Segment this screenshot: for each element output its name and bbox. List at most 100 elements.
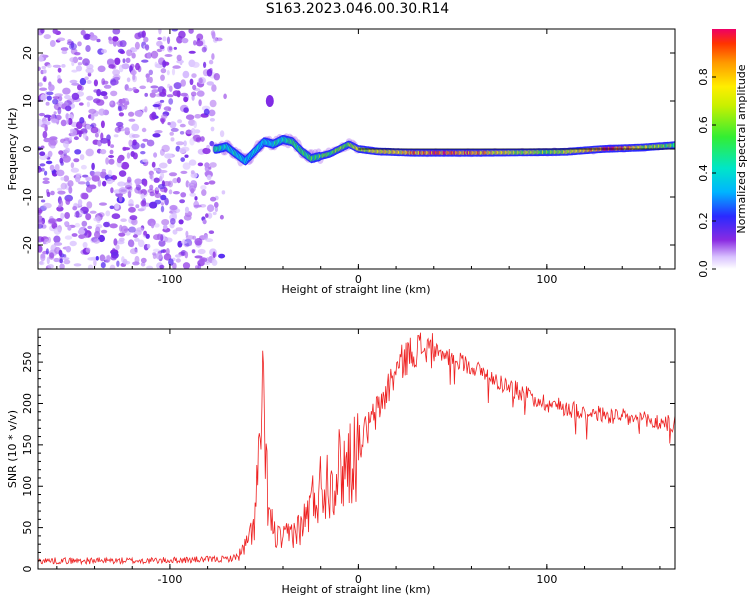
noise-speck bbox=[168, 98, 174, 105]
noise-speck bbox=[127, 190, 132, 199]
noise-speck bbox=[194, 196, 198, 201]
noise-speck bbox=[189, 137, 195, 146]
noise-speck bbox=[208, 109, 216, 117]
noise-speck bbox=[100, 91, 108, 97]
noise-speck bbox=[67, 180, 74, 187]
noise-speck bbox=[52, 119, 59, 123]
noise-speck bbox=[211, 53, 215, 60]
noise-speck bbox=[179, 147, 187, 154]
noise-speck bbox=[86, 201, 93, 209]
noise-speck bbox=[176, 54, 182, 61]
noise-speck bbox=[53, 235, 61, 244]
noise-speck bbox=[208, 180, 216, 185]
noise-speck bbox=[93, 171, 103, 177]
noise-speck bbox=[203, 108, 210, 116]
noise-speck bbox=[85, 67, 94, 74]
noise-speck bbox=[135, 62, 140, 71]
noise-speck bbox=[179, 131, 185, 135]
noise-speck bbox=[69, 79, 78, 84]
noise-speck bbox=[63, 140, 69, 148]
noise-speck bbox=[99, 202, 107, 206]
noise-speck bbox=[73, 263, 82, 267]
noise-speck bbox=[85, 176, 92, 182]
noise-speck bbox=[75, 175, 81, 183]
noise-speck bbox=[58, 204, 62, 209]
noise-speck bbox=[117, 125, 124, 129]
x-tick-label: 0 bbox=[355, 273, 362, 286]
noise-speck bbox=[71, 233, 78, 237]
noise-speck bbox=[43, 114, 52, 118]
noise-speck bbox=[116, 101, 123, 105]
noise-speck bbox=[185, 230, 189, 237]
noise-speck bbox=[101, 229, 108, 234]
noise-speck bbox=[122, 147, 131, 151]
noise-speck bbox=[102, 80, 109, 85]
noise-speck bbox=[146, 52, 152, 59]
noise-speck bbox=[160, 202, 164, 206]
noise-speck bbox=[96, 215, 101, 224]
noise-speck bbox=[192, 235, 196, 240]
noise-speck bbox=[45, 248, 49, 255]
noise-speck bbox=[121, 161, 130, 170]
noise-speck bbox=[118, 237, 125, 242]
noise-speck bbox=[85, 247, 91, 253]
noise-speck bbox=[212, 251, 216, 258]
noise-speck bbox=[137, 239, 145, 248]
noise-speck bbox=[89, 210, 97, 214]
y-tick-label: 200 bbox=[21, 393, 34, 414]
noise-speck bbox=[43, 34, 51, 40]
noise-speck bbox=[48, 218, 56, 224]
noise-speck bbox=[62, 155, 71, 163]
noise-speck bbox=[148, 69, 153, 76]
noise-speck bbox=[137, 208, 145, 212]
noise-speck bbox=[64, 212, 70, 219]
noise-speck bbox=[159, 162, 168, 169]
noise-speck bbox=[107, 169, 113, 177]
noise-speck bbox=[183, 96, 189, 103]
noise-speck bbox=[80, 164, 87, 170]
x-tick-label: 100 bbox=[536, 573, 557, 586]
noise-speck bbox=[165, 248, 170, 256]
noise-speck bbox=[118, 105, 122, 112]
noise-speck bbox=[152, 253, 157, 260]
noise-speck bbox=[178, 219, 184, 225]
spectrogram-ylabel: Frequency (Hz) bbox=[6, 108, 19, 191]
noise-speck bbox=[154, 223, 160, 228]
noise-speck bbox=[108, 158, 115, 165]
noise-speck bbox=[49, 40, 56, 47]
noise-speck bbox=[214, 201, 219, 208]
noise-speck bbox=[53, 111, 57, 115]
noise-speck bbox=[43, 202, 52, 209]
noise-speck bbox=[80, 29, 86, 36]
noise-speck bbox=[181, 37, 189, 44]
noise-speck bbox=[149, 141, 153, 147]
noise-speck bbox=[110, 255, 117, 261]
ridge-point bbox=[672, 142, 675, 148]
noise-speck bbox=[113, 238, 118, 246]
noise-speck bbox=[96, 38, 101, 43]
noise-speck bbox=[204, 182, 210, 185]
noise-speck bbox=[151, 111, 157, 120]
noise-speck bbox=[146, 76, 150, 83]
noise-speck bbox=[172, 90, 180, 97]
noise-speck bbox=[208, 166, 212, 170]
noise-speck bbox=[150, 85, 159, 89]
noise-speck bbox=[221, 190, 226, 195]
colorbar-tick-label: 0.2 bbox=[697, 212, 710, 230]
colorbar-tick-label: 0.8 bbox=[697, 68, 710, 86]
noise-speck bbox=[153, 167, 158, 171]
noise-speck bbox=[91, 175, 100, 182]
noise-speck bbox=[176, 35, 183, 44]
noise-speck bbox=[172, 229, 178, 235]
noise-speck bbox=[132, 48, 138, 52]
noise-speck bbox=[149, 201, 158, 209]
noise-speck bbox=[134, 237, 140, 242]
noise-speck bbox=[200, 136, 205, 142]
noise-speck bbox=[175, 141, 184, 146]
noise-speck bbox=[73, 158, 80, 163]
noise-speck bbox=[132, 87, 137, 91]
noise-speck bbox=[189, 192, 196, 197]
noise-speck bbox=[223, 93, 227, 100]
x-tick-label: 0 bbox=[355, 573, 362, 586]
